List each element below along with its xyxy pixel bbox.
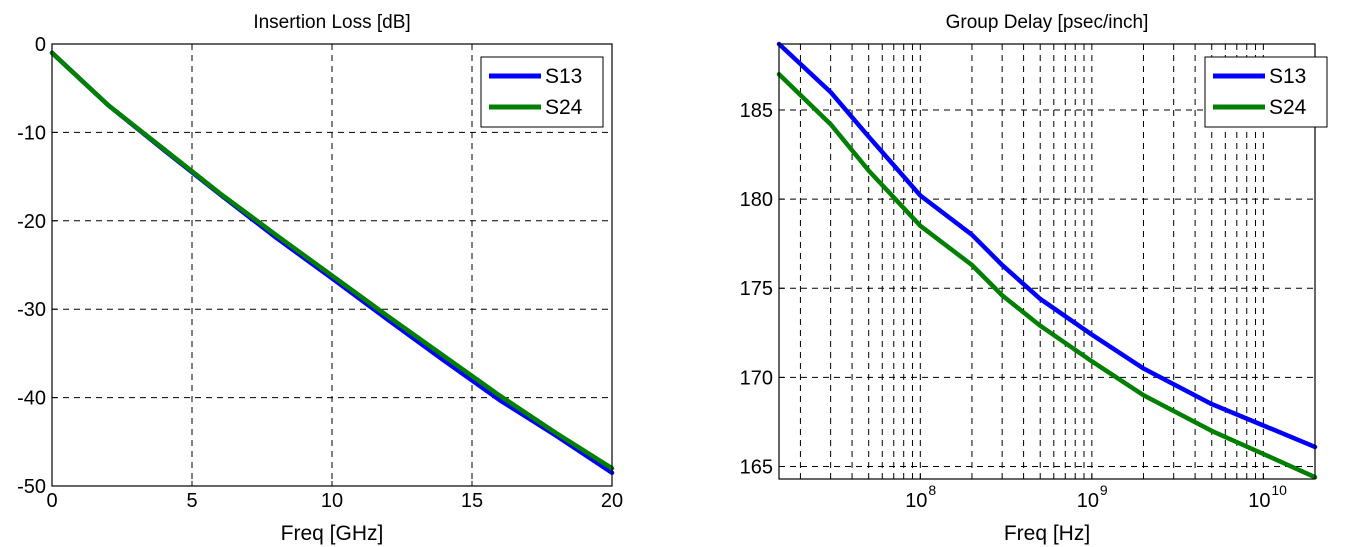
- x-tick-label: 0: [46, 490, 57, 512]
- tick-labels: 0 5 10 15 20 0 -10 -20 -30 -40 -50: [17, 34, 623, 512]
- y-tick-label: -20: [17, 211, 46, 233]
- legend-label-s13: S13: [545, 65, 582, 88]
- y-tick-label: 180: [740, 189, 773, 211]
- legend-label-s24: S24: [545, 96, 583, 119]
- x-axis-label: Freq [Hz]: [1004, 522, 1090, 545]
- grid-lines: [52, 44, 612, 486]
- grid-lines: [779, 44, 1315, 479]
- x-tick-exponent: 9: [1100, 482, 1108, 498]
- series-line-s24: [49, 50, 615, 471]
- x-tick-exponent: 8: [928, 482, 936, 498]
- y-tick-label: -40: [17, 388, 46, 410]
- chart-title: Insertion Loss [dB]: [253, 12, 410, 33]
- axes-frame: [778, 43, 1316, 480]
- series-line-s24: [776, 72, 1318, 480]
- x-tick-label: 10: [1077, 490, 1099, 512]
- legend: S13 S24: [1204, 56, 1328, 128]
- y-tick-label: -30: [17, 299, 46, 321]
- legend-box: [480, 56, 604, 128]
- x-tick-exponent: 10: [1271, 482, 1287, 498]
- legend: S13 S24: [480, 56, 604, 128]
- y-tick-label: 165: [740, 457, 773, 479]
- x-tick-label: 10: [905, 490, 927, 512]
- legend-box: [1204, 56, 1328, 128]
- y-tick-label: -50: [17, 476, 46, 498]
- series-lines: [49, 50, 615, 475]
- x-tick-label: 15: [461, 490, 483, 512]
- y-tick-label: 185: [740, 100, 773, 122]
- x-tick-label: 10: [1248, 490, 1270, 512]
- y-tick-label: 0: [35, 34, 46, 56]
- chart-title: Group Delay [psec/inch]: [946, 12, 1149, 33]
- series-line-s13: [776, 41, 1318, 450]
- y-tick-label: 175: [740, 278, 773, 300]
- legend-label-s13: S13: [1269, 65, 1306, 88]
- x-tick-label: 10: [321, 490, 343, 512]
- legend-label-s24: S24: [1269, 96, 1307, 119]
- y-tick-label: 170: [740, 367, 773, 389]
- x-axis-label: Freq [GHz]: [281, 522, 384, 545]
- series-lines: [776, 41, 1318, 480]
- insertion-loss-axes: 0 5 10 15 20 0 -10 -20 -30 -40 -50 Insertion Loss …: [17, 12, 623, 545]
- y-tick-label: -10: [17, 122, 46, 144]
- x-tick-label: 5: [186, 490, 197, 512]
- x-tick-label: 20: [601, 490, 623, 512]
